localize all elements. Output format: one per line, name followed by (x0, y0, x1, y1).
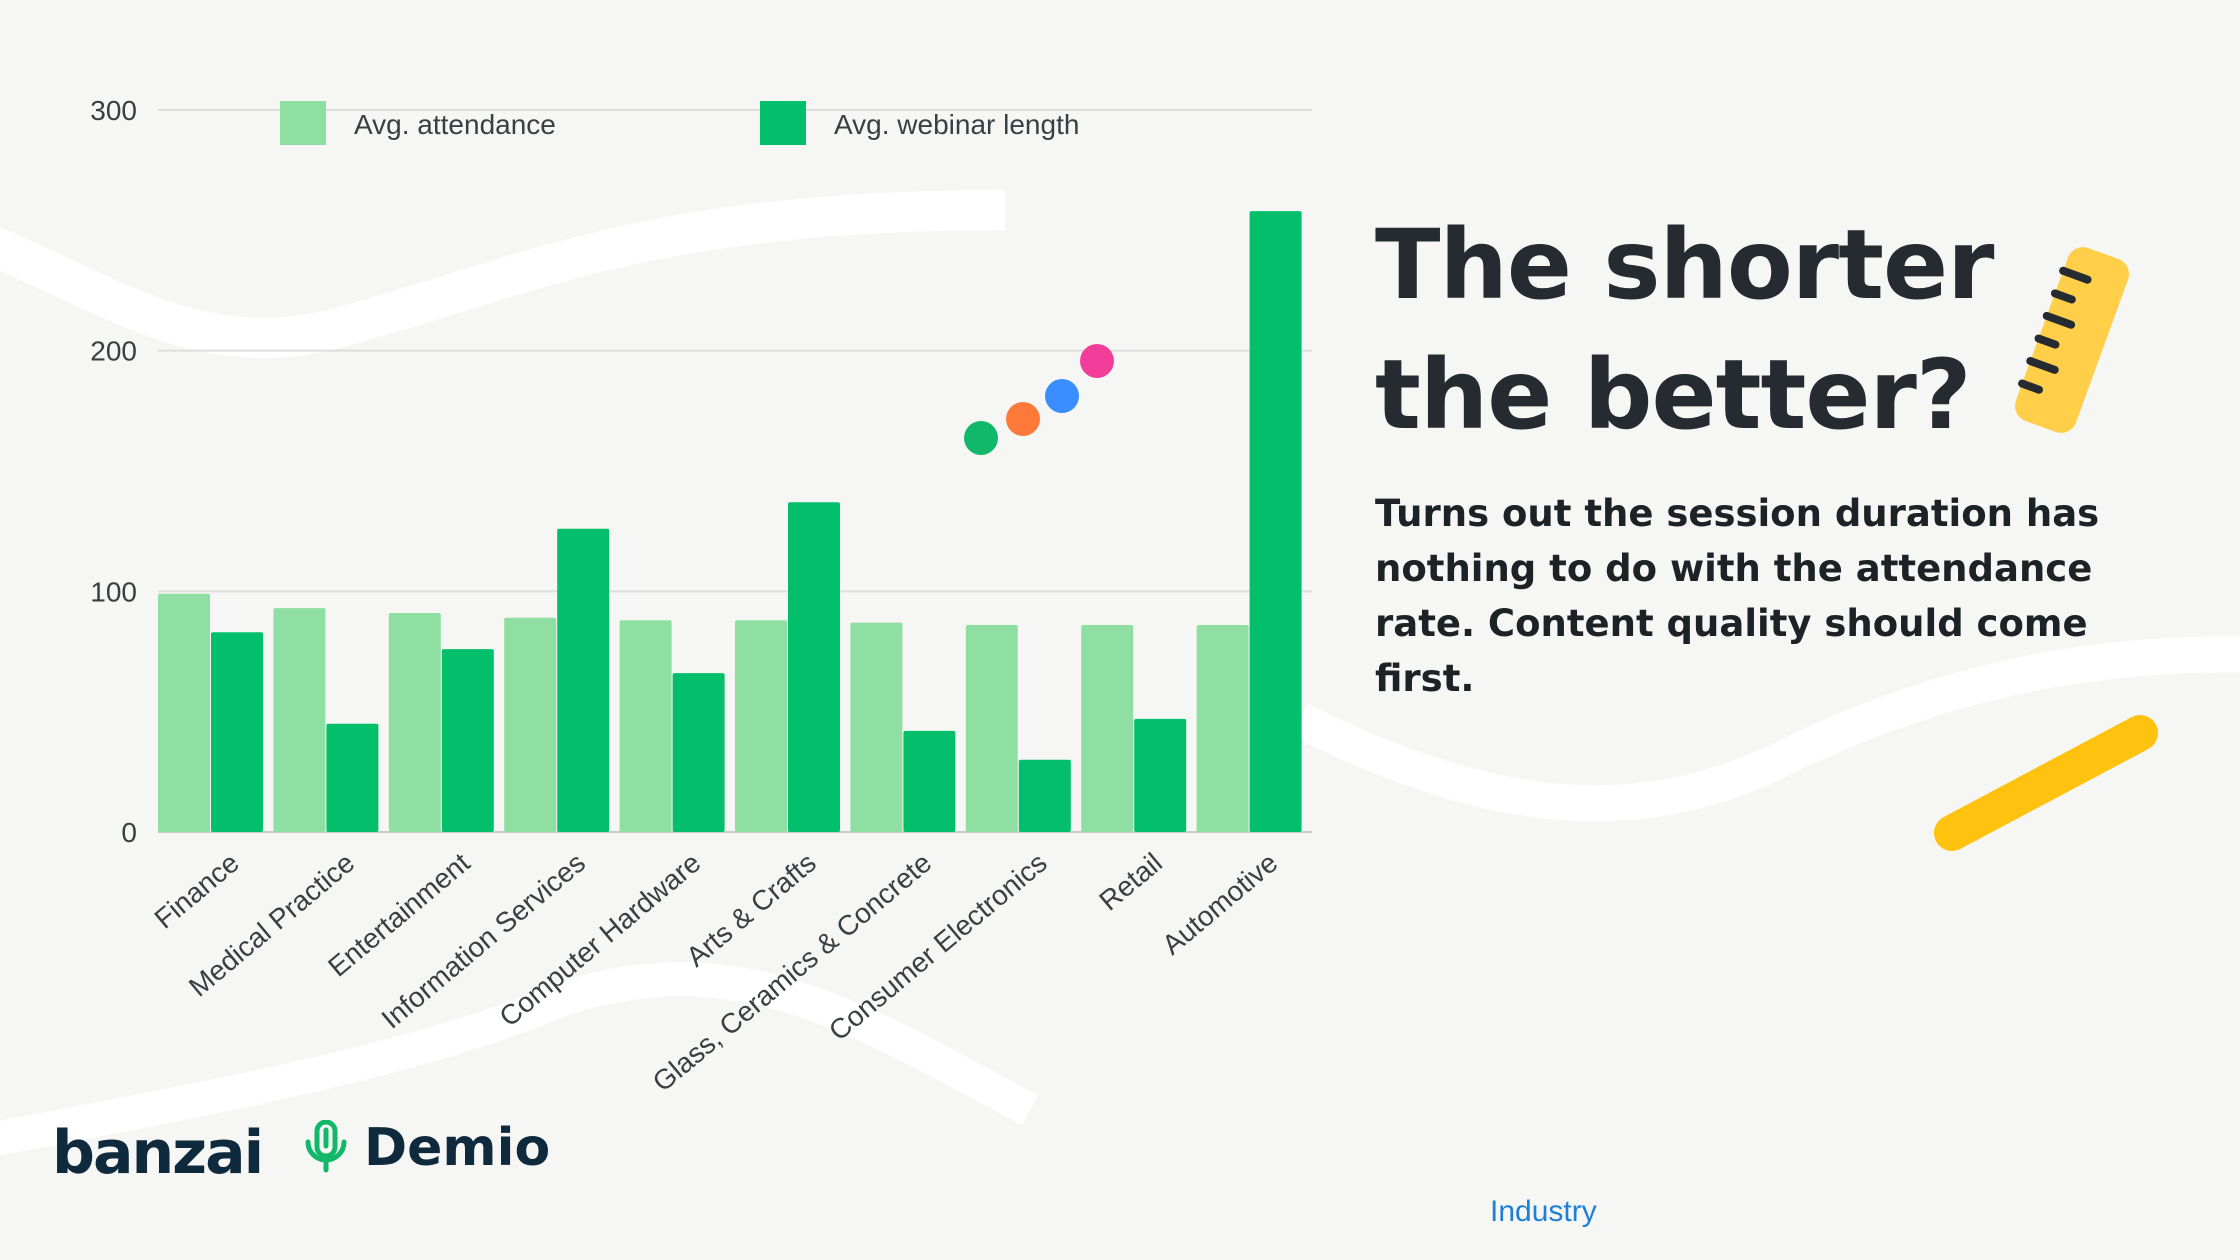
bar-webinar-length-7 (1018, 759, 1071, 832)
bar-webinar-length-5 (788, 502, 840, 832)
y-tick-label: 300 (90, 95, 137, 126)
yellow-stroke-decoration (1934, 715, 2158, 851)
bar-webinar-length-6 (903, 730, 956, 832)
x-tick-label: Retail (1093, 847, 1168, 917)
legend-swatch (280, 101, 326, 145)
bar-attendance-1 (273, 608, 326, 832)
legend-label: Avg. attendance (354, 109, 556, 140)
headline-line-2: the better? (1375, 339, 1972, 451)
legend-label: Avg. webinar length (834, 109, 1079, 140)
ruler-icon (2014, 247, 2130, 433)
bar-attendance-0 (158, 593, 210, 832)
bar-webinar-length-3 (557, 528, 610, 832)
y-tick-label: 0 (121, 817, 137, 848)
headline-line-1: The shorter (1375, 209, 1994, 321)
bar-attendance-5 (735, 620, 787, 832)
bar-attendance-3 (504, 617, 557, 832)
demio-wordmark: Demio (364, 1118, 551, 1178)
headline: The shorter the better? (1375, 200, 1995, 460)
bar-webinar-length-2 (441, 649, 494, 832)
x-tick-label: Finance (149, 847, 245, 935)
legend-swatch (760, 101, 806, 145)
x-tick-label: Automotive (1156, 847, 1283, 961)
bar-attendance-6 (850, 622, 903, 832)
chart-legend: Avg. attendance Avg. webinar length (280, 101, 1079, 145)
bar-webinar-length-9 (1249, 211, 1302, 832)
color-dot (1080, 344, 1114, 378)
bar-attendance-4 (619, 620, 672, 832)
demio-logo: Demio (302, 1118, 550, 1178)
body-text: Turns out the session duration has nothi… (1375, 492, 2100, 700)
y-tick-label: 200 (90, 336, 137, 367)
bar-attendance-8 (1081, 625, 1134, 832)
bar-webinar-length-4 (672, 673, 725, 832)
color-dots-decoration (964, 344, 1114, 455)
bar-webinar-length-0 (211, 632, 263, 832)
chart-bars (158, 211, 1302, 832)
bar-attendance-7 (965, 625, 1018, 832)
color-dot (1045, 379, 1079, 413)
y-tick-labels: 0 100 200 300 (90, 95, 137, 848)
x-tick-label: Consumer Electronics (823, 847, 1053, 1047)
x-axis-caption: Industry (1490, 1195, 1597, 1228)
banzai-logo: banzai (52, 1118, 264, 1188)
background-waves (0, 190, 2240, 1156)
bar-webinar-length-1 (326, 723, 379, 832)
y-tick-label: 100 (90, 576, 137, 607)
color-dot (964, 421, 998, 455)
demio-microphone-icon (305, 1120, 347, 1173)
color-dot (1006, 402, 1040, 436)
bar-attendance-2 (388, 612, 441, 832)
bar-attendance-9 (1196, 625, 1249, 832)
bar-webinar-length-8 (1134, 718, 1187, 832)
